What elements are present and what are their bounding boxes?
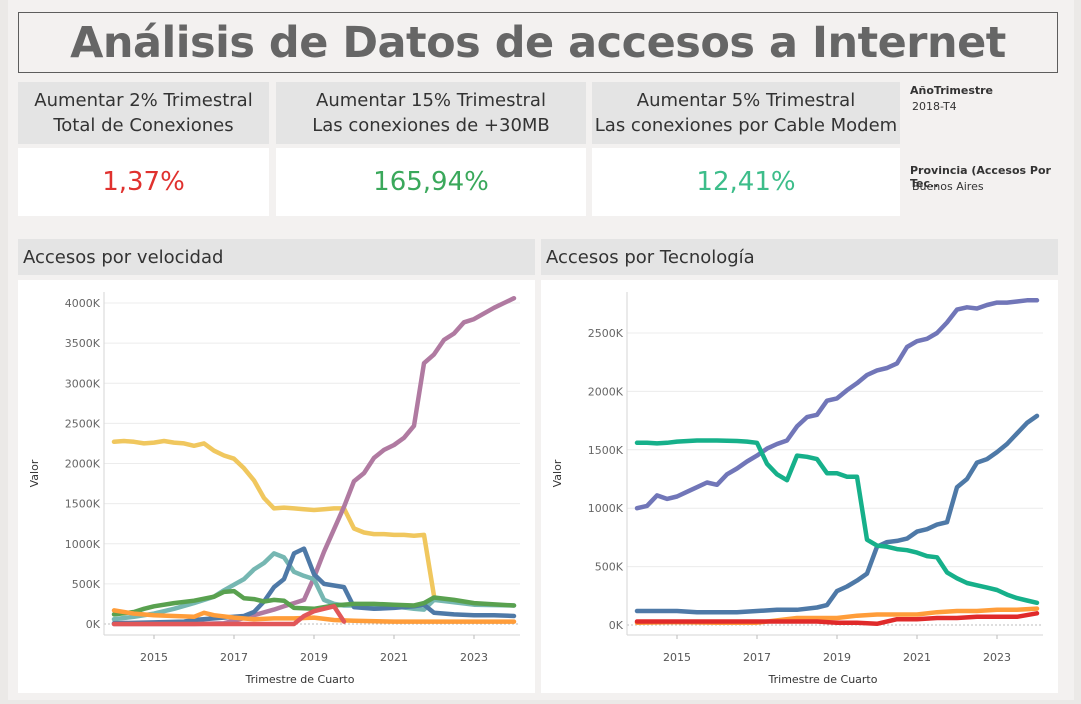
series-line-2[interactable] xyxy=(634,438,1040,606)
y-tick-label: 2000K xyxy=(65,458,101,471)
x-axis-label: Trimestre de Cuarto xyxy=(245,673,355,686)
dashboard-title: Análisis de Datos de accesos a Internet xyxy=(70,17,1006,68)
x-tick-label: 2021 xyxy=(380,651,408,664)
chart-speed-header: Accesos por velocidad xyxy=(18,239,535,275)
x-axis-label: Trimestre de Cuarto xyxy=(768,673,878,686)
y-tick-label: 1000K xyxy=(588,502,624,515)
filter-province-label: Provincia (Accesos Por Tec.. xyxy=(910,164,1051,190)
chart-speed-title: Accesos por velocidad xyxy=(23,246,224,268)
x-tick-label: 2023 xyxy=(983,651,1011,664)
x-tick-label: 2015 xyxy=(663,651,691,664)
chart-speed-svg[interactable]: 0K 500K 1000K 1500K 2000K 2500K 3000K 3500K 4000… xyxy=(18,280,535,693)
y-axis-label: Valor xyxy=(551,459,564,487)
chart-speed-panel: 0K 500K 1000K 1500K 2000K 2500K 3000K 3500K 4000… xyxy=(18,280,535,693)
y-tick-label: 4000K xyxy=(65,297,101,310)
kpi-value-card-30mb: 165,94% xyxy=(276,148,586,216)
y-tick-label: 3500K xyxy=(65,337,101,350)
y-tick-label: 1500K xyxy=(65,498,101,511)
kpi-value-total: 1,37% xyxy=(102,167,185,197)
x-tick-label: 2015 xyxy=(140,651,168,664)
kpi-value-card-total: 1,37% xyxy=(18,148,269,216)
x-tick-label: 2019 xyxy=(823,651,851,664)
series-line-4[interactable] xyxy=(634,611,1040,627)
kpi-header-line2: Las conexiones de +30MB xyxy=(312,115,550,136)
series-line-1[interactable] xyxy=(634,413,1040,615)
kpi-header-line2: Total de Conexiones xyxy=(53,115,234,136)
kpi-value-30mb: 165,94% xyxy=(373,167,489,197)
series-line-0[interactable] xyxy=(634,298,1040,511)
y-tick-label: 500K xyxy=(595,561,624,574)
x-tick-label: 2023 xyxy=(460,651,488,664)
dashboard-title-box: Análisis de Datos de accesos a Internet xyxy=(18,12,1058,73)
filter-province-value[interactable]: Buenos Aires xyxy=(912,180,984,193)
kpi-header-line1: Aumentar 15% Trimestral xyxy=(316,90,546,111)
y-axis-label: Valor xyxy=(28,459,41,487)
y-tick-label: 1000K xyxy=(65,538,101,551)
series-line-5[interactable] xyxy=(111,608,517,624)
filter-year-label: AñoTrimestre xyxy=(910,84,994,97)
x-tick-label: 2019 xyxy=(300,651,328,664)
y-tick-label: 1500K xyxy=(588,444,624,457)
chart-tech-svg[interactable]: 0K 500K 1000K 1500K 2000K 2500K 2015 2017 2019 20… xyxy=(541,280,1058,693)
y-tick-label: 3000K xyxy=(65,377,101,390)
chart-tech-panel: 0K 500K 1000K 1500K 2000K 2500K 2015 2017 2019 20… xyxy=(541,280,1058,693)
chart-tech-header: Accesos por Tecnología xyxy=(541,239,1058,275)
y-tick-label: 0K xyxy=(86,618,101,631)
kpi-header-line2: Las conexiones por Cable Modem xyxy=(594,115,898,136)
x-tick-label: 2017 xyxy=(743,651,771,664)
kpi-header-cable: Aumentar 5% Trimestral Las conexiones po… xyxy=(592,82,900,144)
kpi-header-line1: Aumentar 2% Trimestral xyxy=(34,90,253,111)
series-line-6[interactable] xyxy=(111,604,347,627)
kpi-value-cable: 12,41% xyxy=(696,167,796,197)
y-tick-label: 500K xyxy=(72,578,101,591)
y-tick-label: 2000K xyxy=(588,385,624,398)
series-line-1[interactable] xyxy=(111,295,517,627)
series-line-0[interactable] xyxy=(111,438,437,599)
x-tick-label: 2021 xyxy=(903,651,931,664)
series-line-4[interactable] xyxy=(111,588,517,617)
filter-year-value[interactable]: 2018-T4 xyxy=(912,100,957,113)
kpi-value-card-cable: 12,41% xyxy=(592,148,900,216)
chart-tech-title: Accesos por Tecnología xyxy=(546,246,755,268)
kpi-header-line1: Aumentar 5% Trimestral xyxy=(636,90,856,111)
kpi-header-30mb: Aumentar 15% Trimestral Las conexiones d… xyxy=(276,82,586,144)
y-tick-label: 0K xyxy=(609,619,624,632)
y-tick-label: 2500K xyxy=(588,327,624,340)
y-tick-label: 2500K xyxy=(65,417,101,430)
x-tick-label: 2017 xyxy=(220,651,248,664)
kpi-header-total: Aumentar 2% Trimestral Total de Conexion… xyxy=(18,82,269,144)
